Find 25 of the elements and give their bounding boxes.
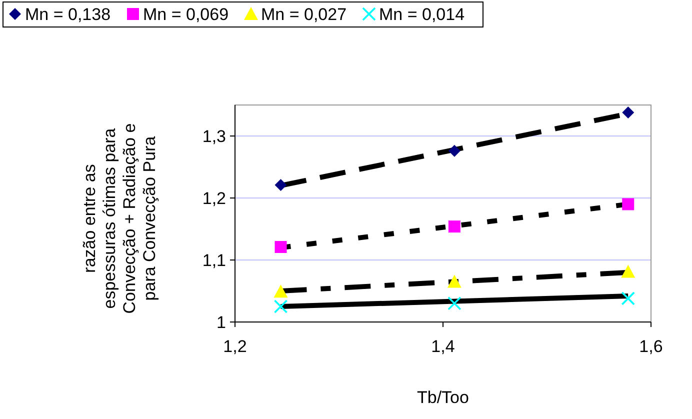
x-tick-label: 1,4	[431, 337, 455, 356]
legend-label: Mn = 0,069	[143, 4, 229, 24]
point	[274, 240, 287, 253]
point	[448, 144, 460, 157]
point	[621, 292, 636, 306]
point	[447, 274, 462, 288]
point	[448, 296, 462, 310]
x-tick-label: 1,2	[223, 337, 247, 356]
point	[274, 284, 288, 298]
point	[448, 220, 460, 233]
point	[274, 178, 287, 191]
legend-label: Mn = 0,027	[261, 4, 347, 24]
y-tick-label: 1,3	[202, 126, 226, 146]
legend-label: Mn = 0,138	[25, 4, 111, 24]
x-tick-label: 1,6	[639, 337, 663, 356]
point	[621, 264, 636, 278]
point	[274, 300, 288, 314]
point	[622, 106, 634, 118]
legend-label: Mn = 0,014	[379, 4, 465, 24]
point	[622, 198, 634, 210]
x-axis-title: Tb/Too	[417, 388, 469, 407]
y-tick-label: 1,1	[202, 250, 226, 270]
y-tick-label: 1,2	[202, 188, 226, 208]
y-tick-label: 1	[216, 312, 226, 332]
y-axis-title: razão entre as espessuras ótimas para Convecção + Radiação e para Convecção Pura	[80, 123, 159, 314]
